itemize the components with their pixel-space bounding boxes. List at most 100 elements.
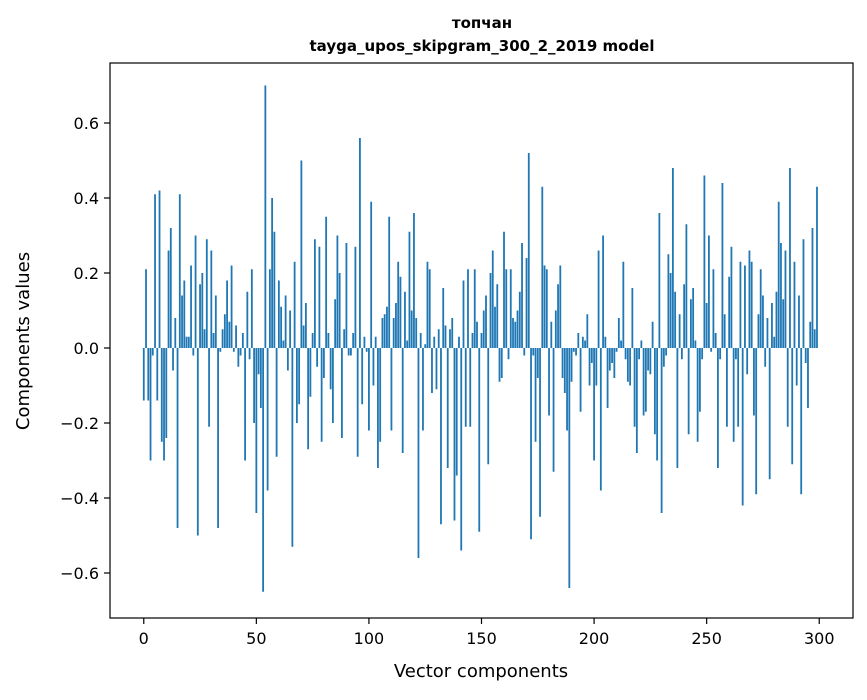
bar — [226, 280, 228, 348]
bar — [604, 336, 607, 348]
bar — [635, 348, 638, 453]
y-tick-label: 0.6 — [74, 114, 99, 133]
bar — [656, 348, 659, 461]
bar — [717, 348, 719, 468]
bar — [739, 261, 742, 348]
bar — [518, 291, 521, 348]
bar — [232, 348, 235, 352]
bar — [406, 340, 409, 348]
bar — [442, 288, 445, 348]
bar — [410, 310, 413, 348]
bar — [437, 329, 440, 348]
bar — [789, 168, 791, 348]
bar — [665, 348, 668, 356]
bar — [593, 348, 595, 461]
bar — [422, 348, 424, 431]
x-tick-label: 300 — [804, 629, 835, 648]
bar — [440, 348, 442, 525]
bar — [748, 250, 751, 348]
bar — [286, 348, 289, 371]
bar — [732, 348, 735, 442]
bar — [433, 336, 436, 348]
bar — [644, 348, 647, 412]
bar — [482, 310, 485, 348]
x-tick-label: 250 — [691, 629, 722, 648]
bar — [291, 348, 294, 547]
bar — [277, 280, 280, 348]
bar — [485, 295, 487, 348]
bar — [284, 295, 287, 348]
bar — [642, 348, 645, 416]
bar — [532, 348, 535, 356]
bar — [383, 314, 386, 348]
bar — [759, 269, 762, 348]
bar — [289, 310, 292, 348]
bar — [334, 299, 337, 348]
bar — [352, 333, 355, 348]
x-axis: 0 50 100 150 200 250 300 — [139, 618, 835, 648]
bar — [791, 348, 794, 465]
bar — [262, 348, 264, 592]
bar — [703, 175, 706, 348]
bar — [158, 190, 161, 348]
bar — [512, 318, 514, 348]
bar — [341, 348, 343, 438]
bar — [595, 348, 598, 386]
x-tick-label: 50 — [246, 629, 266, 648]
bar — [662, 348, 665, 367]
bar — [347, 348, 350, 356]
bar — [764, 348, 767, 367]
x-tick-label: 200 — [579, 629, 610, 648]
bar — [181, 295, 183, 348]
bar — [311, 333, 314, 348]
bar — [219, 348, 222, 352]
bar — [615, 348, 618, 352]
bar — [325, 216, 328, 348]
bar — [228, 321, 231, 348]
bar — [613, 348, 616, 378]
y-tick-label: −0.6 — [60, 564, 99, 583]
bar — [327, 333, 330, 348]
bar — [786, 348, 789, 427]
bar — [539, 348, 541, 517]
bar — [428, 269, 431, 348]
bar — [332, 348, 334, 423]
bar — [597, 250, 600, 348]
bar — [813, 329, 816, 348]
bar — [467, 269, 469, 348]
bar — [735, 348, 737, 360]
bar — [777, 201, 780, 348]
bar — [496, 284, 499, 348]
bar — [142, 348, 145, 401]
bar — [471, 333, 474, 348]
bar — [271, 198, 274, 348]
bar — [771, 303, 773, 348]
bar — [354, 246, 357, 348]
bar — [599, 348, 602, 491]
bar — [631, 288, 634, 348]
bar — [768, 348, 771, 480]
bar — [149, 348, 152, 461]
bar — [293, 261, 296, 348]
bar — [500, 348, 503, 378]
bar — [435, 348, 438, 390]
bar — [617, 318, 620, 348]
bar — [343, 329, 346, 348]
bar — [624, 348, 627, 360]
bar — [780, 243, 782, 348]
bar — [489, 273, 492, 348]
y-tick-label: 0.0 — [74, 339, 99, 358]
bar — [653, 348, 656, 435]
bar — [399, 276, 402, 348]
bar — [683, 284, 686, 348]
bar — [699, 348, 701, 412]
bar — [363, 336, 366, 348]
bar — [250, 269, 253, 348]
bar — [552, 348, 555, 472]
bar — [527, 153, 530, 348]
bar — [473, 269, 476, 348]
bar — [255, 348, 258, 513]
bar — [199, 284, 201, 348]
bar — [300, 160, 303, 348]
